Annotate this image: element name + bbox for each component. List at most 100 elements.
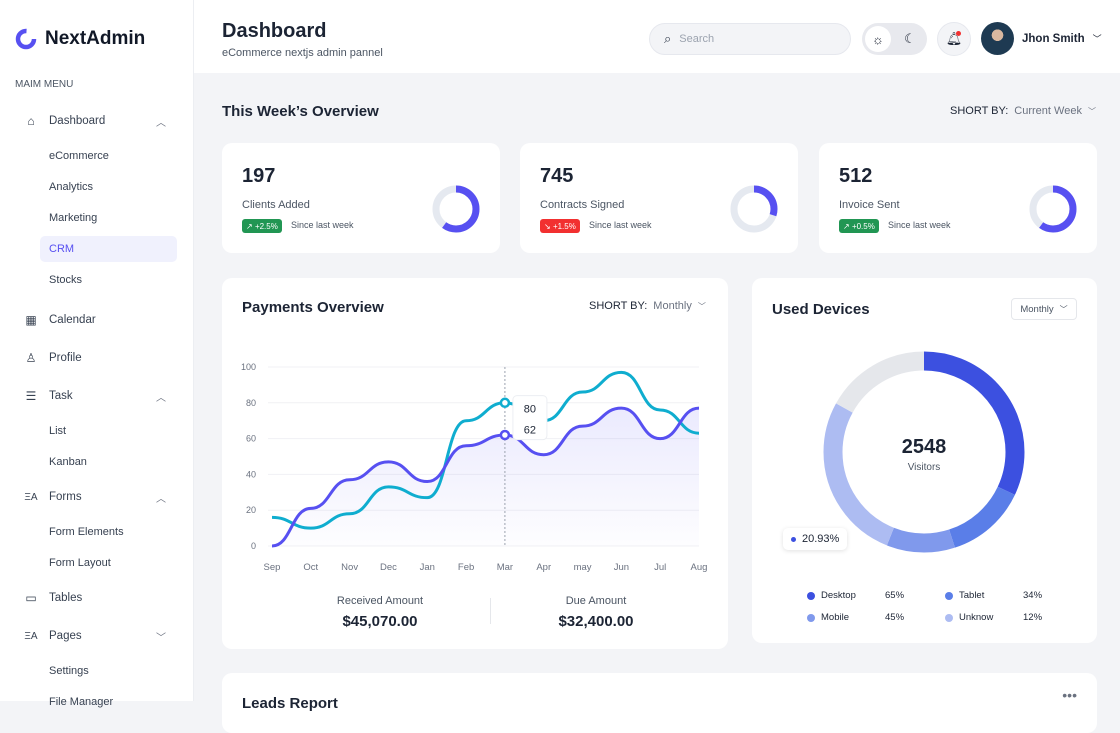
donut-segment	[823, 351, 1025, 553]
tooltip-value: 80	[524, 404, 536, 416]
progress-ring	[432, 185, 480, 233]
due-value: $32,400.00	[558, 613, 634, 630]
overview-title: This Week’s Overview	[222, 103, 379, 120]
y-tick-label: 20	[246, 505, 256, 515]
sidebar-item-file-manager[interactable]: File Manager	[49, 696, 114, 708]
sidebar-item-calendar[interactable]: ▦ Calendar	[22, 309, 172, 331]
x-tick-label: Oct	[303, 562, 318, 573]
sidebar-item-dashboard[interactable]: ⌂ Dashboard ︿	[22, 110, 172, 132]
x-tick-label: Sep	[264, 562, 281, 573]
ring-fill	[1029, 185, 1077, 233]
legend-item: Tablet 34%	[945, 590, 1042, 601]
devices-title: Used Devices	[772, 301, 870, 318]
chevron-down-icon: ﹀	[1092, 34, 1102, 44]
chevron-down-icon: ﹀	[1059, 304, 1068, 314]
task-list-icon: ☰	[25, 389, 37, 403]
legend-value: 34%	[1023, 590, 1043, 601]
chevron-up-icon: ︿	[156, 117, 166, 129]
y-tick-label: 80	[246, 398, 256, 408]
received-amount: Received Amount $45,070.00	[260, 595, 500, 630]
tooltip-dot	[791, 536, 796, 542]
received-label: Received Amount	[336, 595, 424, 607]
theme-toggle[interactable]: ☼ ☾	[862, 23, 927, 55]
sidebar-item-label: Task	[49, 390, 73, 402]
sidebar-item-marketing[interactable]: Marketing	[49, 212, 98, 224]
leads-report-card: Leads Report •••	[222, 673, 1097, 733]
trend-down-icon: ↘	[544, 221, 551, 231]
overview-sort[interactable]: SHORT BY: Current Week ﹀	[950, 105, 1096, 117]
stat-label: Clients Added	[242, 199, 310, 211]
progress-ring	[730, 185, 778, 233]
sidebar-item-tables[interactable]: ▭ Tables	[22, 587, 172, 609]
more-icon[interactable]: •••	[1062, 687, 1077, 703]
chevron-down-icon: ﹀	[1087, 106, 1096, 116]
legend-label: Unknow	[959, 612, 994, 623]
sidebar-item-list[interactable]: List	[49, 425, 67, 437]
sort-value: Monthly	[653, 300, 692, 312]
page-title: Dashboard	[222, 20, 327, 42]
stat-card: 197 Clients Added ↗ +2.5% Since last wee…	[222, 143, 500, 253]
stat-value: 745	[540, 165, 574, 187]
sidebar-item-settings[interactable]: Settings	[49, 665, 89, 677]
sidebar-item-task[interactable]: ☰ Task ︿	[22, 385, 172, 407]
sidebar-item-label: Forms	[49, 491, 82, 503]
stat-card: 512 Invoice Sent ↗ +0.5% Since last week	[819, 143, 1097, 253]
sort-value: Current Week	[1014, 105, 1082, 117]
logo[interactable]: NextAdmin	[15, 28, 145, 50]
devices-donut-chart	[823, 351, 1025, 553]
x-tick-label: may	[574, 562, 592, 573]
chevron-down-icon: ﹀	[156, 632, 166, 644]
search-input[interactable]: ⌕ Search	[649, 23, 851, 55]
x-tick-label: Jun	[614, 562, 629, 573]
payments-sort[interactable]: SHORT BY: Monthly ﹀	[589, 300, 706, 312]
user-menu[interactable]: Jhon Smith ﹀	[981, 22, 1102, 55]
data-point	[499, 397, 511, 409]
ring-fill	[432, 185, 480, 233]
moon-icon[interactable]: ☾	[904, 31, 916, 46]
stat-value: 512	[839, 165, 873, 187]
legend-item: Desktop 65%	[807, 590, 904, 601]
legend-value: 45%	[885, 612, 905, 623]
user-icon: ♙	[25, 351, 37, 365]
legend-label: Tablet	[959, 590, 985, 601]
y-tick-label: 40	[246, 469, 256, 479]
stat-value: 197	[242, 165, 276, 187]
chevron-down-icon: ﹀	[697, 301, 706, 311]
legend-value: 12%	[1023, 612, 1043, 623]
table-icon: ▭	[25, 591, 37, 605]
sidebar-item-stocks[interactable]: Stocks	[49, 274, 83, 286]
sidebar-item-pages[interactable]: ΞA Pages ﹀	[22, 625, 172, 647]
sidebar-item-profile[interactable]: ♙ Profile	[22, 347, 172, 369]
legend-value: 65%	[885, 590, 905, 601]
sidebar-item-analytics[interactable]: Analytics	[49, 181, 94, 193]
sidebar-item-kanban[interactable]: Kanban	[49, 456, 87, 468]
avatar	[981, 22, 1014, 55]
sidebar-item-label: Profile	[49, 352, 82, 364]
sidebar-item-form-elements[interactable]: Form Elements	[49, 526, 124, 538]
sidebar-item-form-layout[interactable]: Form Layout	[49, 557, 111, 569]
x-tick-label: Nov	[341, 562, 358, 573]
payments-card: Payments Overview SHORT BY: Monthly ﹀ 0 20 4…	[222, 278, 728, 649]
search-icon: ⌕	[664, 31, 672, 46]
since-label: Since last week	[291, 220, 354, 230]
payments-title: Payments Overview	[242, 299, 384, 316]
change-value: +0.5%	[851, 221, 875, 231]
change-badge: ↘ +1.5%	[540, 219, 580, 233]
sun-icon[interactable]: ☼	[865, 26, 891, 52]
sidebar-item-ecommerce[interactable]: eCommerce	[49, 150, 109, 162]
chevron-up-icon: ︿	[156, 493, 166, 505]
divider	[490, 598, 491, 624]
brand-name: NextAdmin	[45, 28, 146, 49]
user-name: Jhon Smith	[1022, 32, 1085, 45]
legend-label: Desktop	[821, 590, 856, 601]
legend-item: Unknow 12%	[945, 612, 1042, 623]
devices-dropdown[interactable]: Monthly ﹀	[1011, 298, 1077, 320]
progress-ring	[1029, 185, 1077, 233]
sidebar-item-crm[interactable]: CRM	[40, 236, 177, 262]
due-label: Due Amount	[565, 595, 627, 607]
notification-button[interactable]: 🔔︎	[937, 22, 971, 56]
header: Dashboard eCommerce nextjs admin pannel …	[194, 0, 1120, 73]
tooltip-value: 62	[524, 425, 536, 437]
sidebar-item-forms[interactable]: ΞA Forms ︿	[22, 486, 172, 508]
legend-dot	[945, 591, 953, 600]
